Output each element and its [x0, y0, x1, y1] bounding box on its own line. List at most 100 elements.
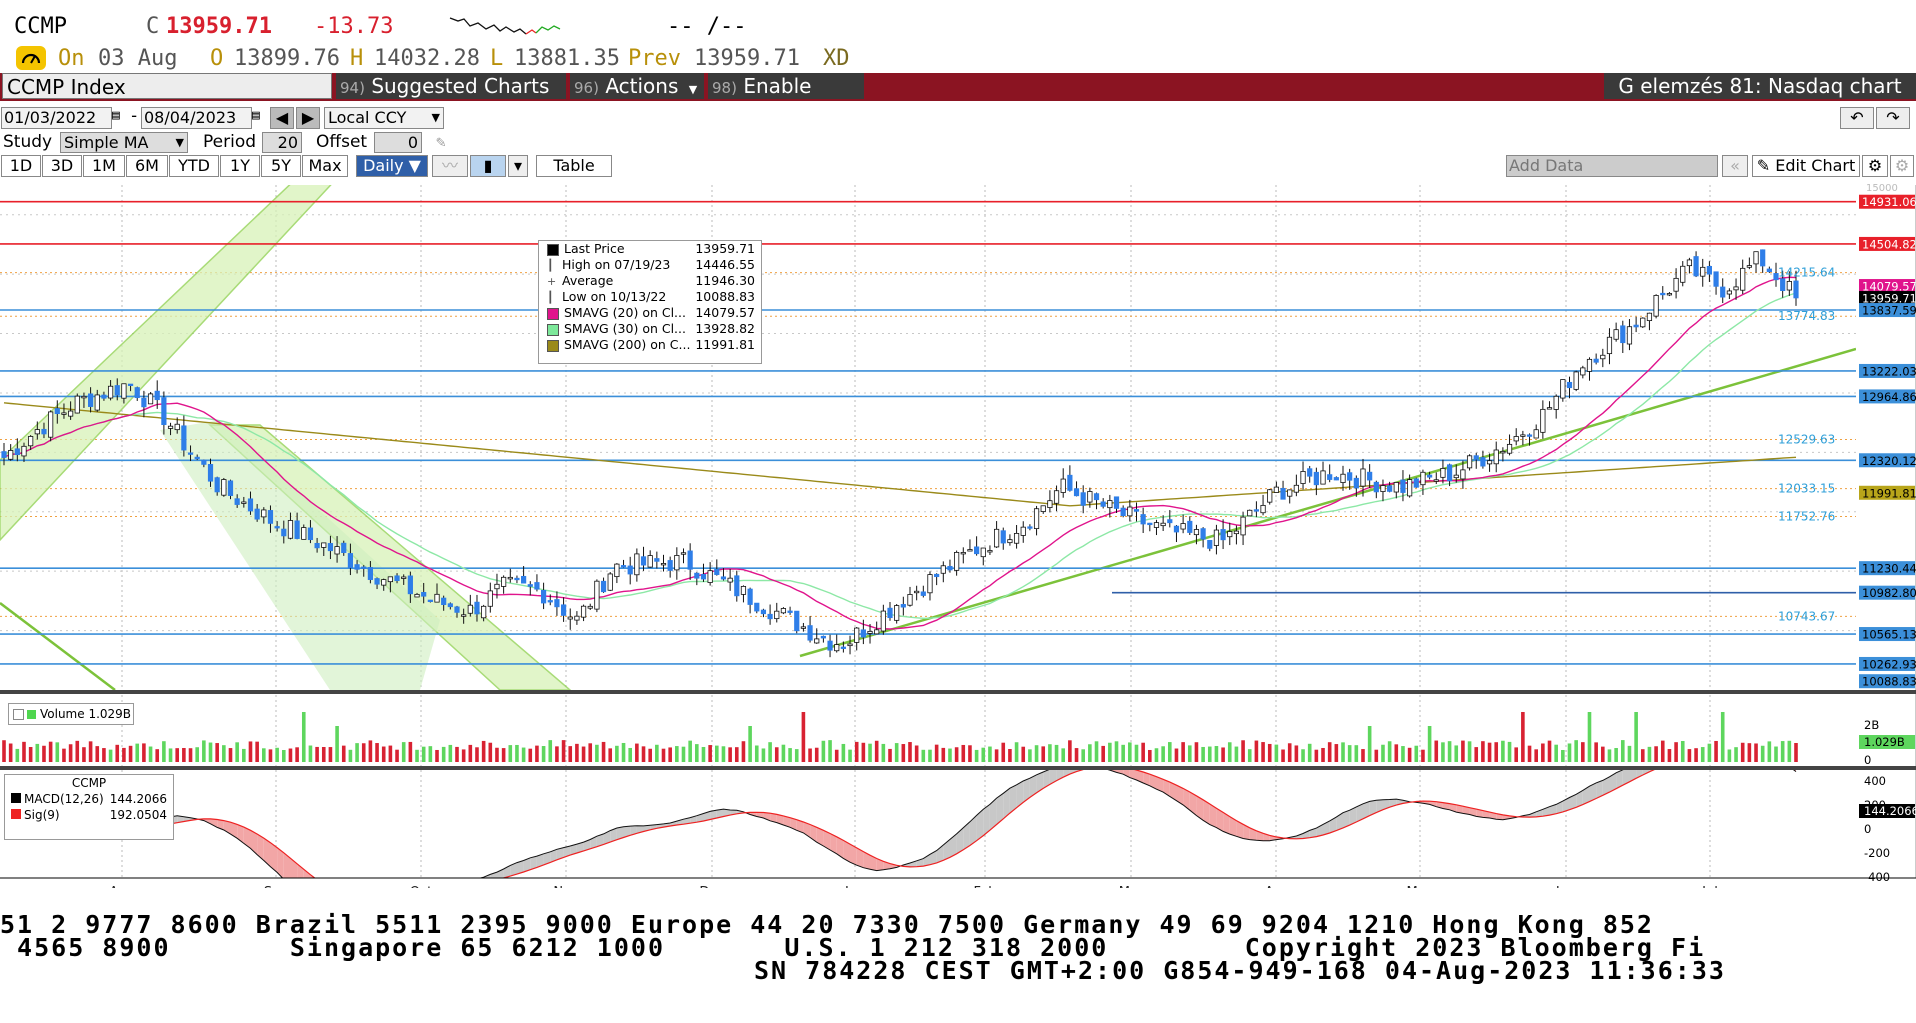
- panel-divider: [0, 690, 1916, 694]
- end-date-field[interactable]: 08/04/2023: [141, 107, 252, 129]
- currency-select[interactable]: Local CCY ▼: [324, 107, 444, 129]
- range-button-max[interactable]: Max: [302, 155, 348, 177]
- candle-body: [1486, 460, 1493, 465]
- candle-body: [680, 552, 687, 555]
- macd-fill: [263, 838, 271, 867]
- volume-bar: [808, 748, 812, 762]
- legend-row[interactable]: + Average 11946.30: [539, 273, 761, 289]
- volume-bar: [535, 745, 539, 762]
- undo-icon[interactable]: ↶: [1840, 107, 1874, 129]
- volume-bar: [228, 748, 233, 762]
- edit-chart-button[interactable]: ✎ Edit Chart: [1752, 155, 1860, 177]
- volume-bar: [1541, 743, 1545, 762]
- range-button-6m[interactable]: 6M: [126, 155, 168, 177]
- range-button-1d[interactable]: 1D: [1, 155, 41, 177]
- range-button-1m[interactable]: 1M: [83, 155, 125, 177]
- calendar-icon[interactable]: ▤: [112, 108, 120, 123]
- candle-chart-icon[interactable]: ▮: [470, 155, 506, 177]
- candle-body: [367, 567, 373, 580]
- period-input[interactable]: 20: [262, 132, 302, 153]
- offset-input[interactable]: 0: [374, 132, 422, 153]
- range-button-1y[interactable]: 1Y: [220, 155, 260, 177]
- price-label: 13222.03: [1862, 364, 1916, 378]
- security-field[interactable]: CCMP Index: [2, 73, 332, 99]
- legend-row[interactable]: SMAVG (30) on Cl... 13928.82: [539, 321, 761, 337]
- candle-body: [1560, 379, 1566, 399]
- candle-body: [747, 588, 753, 605]
- candle-body: [61, 412, 67, 415]
- macd-legend[interactable]: CCMP MACD(12,26) 144.2066 Sig(9) 192.0504: [4, 774, 174, 840]
- macd-fill: [603, 830, 611, 845]
- macd-fill: [996, 793, 1004, 825]
- macd-fill: [470, 879, 477, 885]
- candle-body: [1460, 469, 1466, 480]
- macd-fill: [1229, 816, 1237, 837]
- candle-body: [934, 573, 940, 578]
- candle-body: [421, 592, 427, 597]
- volume-legend[interactable]: Volume 1.029B: [8, 703, 134, 725]
- candle-body: [381, 579, 387, 586]
- range-button-3d[interactable]: 3D: [42, 155, 82, 177]
- volume-bar: [1407, 747, 1412, 762]
- candle-body: [101, 394, 107, 399]
- range-button-ytd[interactable]: YTD: [169, 155, 219, 177]
- add-data-input[interactable]: Add Data: [1506, 155, 1718, 177]
- candle-body: [407, 575, 413, 595]
- candle-body: [940, 565, 946, 574]
- macd-fill: [177, 815, 184, 823]
- macd-fill: [1549, 804, 1557, 816]
- volume-bar: [368, 740, 373, 762]
- legend-row[interactable]: Last Price 13959.71: [539, 241, 761, 257]
- line-chart-icon[interactable]: 〰: [432, 155, 468, 177]
- volume-bar: [22, 741, 26, 762]
- legend-row[interactable]: ┃ Low on 10/13/22 10088.83: [539, 289, 761, 305]
- next-period-button[interactable]: ▶: [296, 107, 320, 129]
- macd-fill: [243, 827, 251, 849]
- enable-save-button[interactable]: 98) Enable Save: [708, 73, 864, 126]
- start-date-field[interactable]: 01/03/2022: [1, 107, 112, 129]
- suggested-charts-button[interactable]: 94) Suggested Charts ▼: [336, 73, 566, 124]
- chart-type-dropdown-icon[interactable]: ▾: [508, 155, 528, 177]
- price-label-bg: [1859, 656, 1915, 671]
- chart-legend[interactable]: Last Price 13959.71 ┃ High on 07/19/23 14446…: [538, 240, 762, 364]
- volume-bar: [1574, 740, 1578, 762]
- macd-fill: [556, 847, 564, 860]
- range-button-5y[interactable]: 5Y: [261, 155, 301, 177]
- redo-icon[interactable]: ↷: [1876, 107, 1910, 129]
- frequency-select[interactable]: Daily ▼: [356, 155, 428, 177]
- chart-settings-icon[interactable]: ⚙: [1862, 155, 1888, 177]
- volume-bar: [1501, 740, 1505, 762]
- legend-row[interactable]: ┃ High on 07/19/23 14446.55: [539, 257, 761, 273]
- candle-body: [214, 477, 220, 493]
- volume-bar: [1687, 749, 1692, 762]
- volume-bar: [268, 749, 273, 762]
- volume-bar: [581, 746, 586, 762]
- prev-period-button[interactable]: ◀: [270, 107, 294, 129]
- volume-bar: [255, 741, 259, 762]
- candle-body: [1280, 487, 1286, 500]
- price-chart[interactable]: 14215.64 13774.83 12529.63 12033.15 11752.76…: [0, 178, 1916, 888]
- volume-bar: [1134, 744, 1139, 762]
- legend-row[interactable]: SMAVG (200) on C... 11991.81: [539, 337, 761, 353]
- volume-bar: [988, 746, 992, 762]
- calendar-icon[interactable]: ▤: [252, 108, 260, 123]
- legend-row[interactable]: SMAVG (20) on Cl... 14079.57: [539, 305, 761, 321]
- volume-bar: [142, 743, 146, 762]
- study-select[interactable]: Simple MA ▼: [60, 132, 188, 153]
- gear-icon[interactable]: ⚙: [1890, 155, 1914, 177]
- collapse-icon[interactable]: «: [1722, 155, 1748, 177]
- candle-body: [1200, 528, 1206, 540]
- volume-bar: [1014, 742, 1019, 762]
- volume-bar: [421, 746, 426, 762]
- pencil-icon[interactable]: ✎: [436, 132, 446, 151]
- volume-bar: [961, 744, 966, 762]
- volume-bar: [441, 746, 446, 762]
- candle-body: [1320, 470, 1326, 485]
- candle-body: [774, 610, 780, 620]
- candle-body: [634, 553, 640, 576]
- volume-bar: [708, 745, 712, 762]
- macd-fill: [770, 813, 777, 823]
- volume-bar: [448, 744, 453, 762]
- table-button[interactable]: Table: [536, 155, 612, 177]
- actions-button[interactable]: 96) Actions ▼: [570, 73, 704, 99]
